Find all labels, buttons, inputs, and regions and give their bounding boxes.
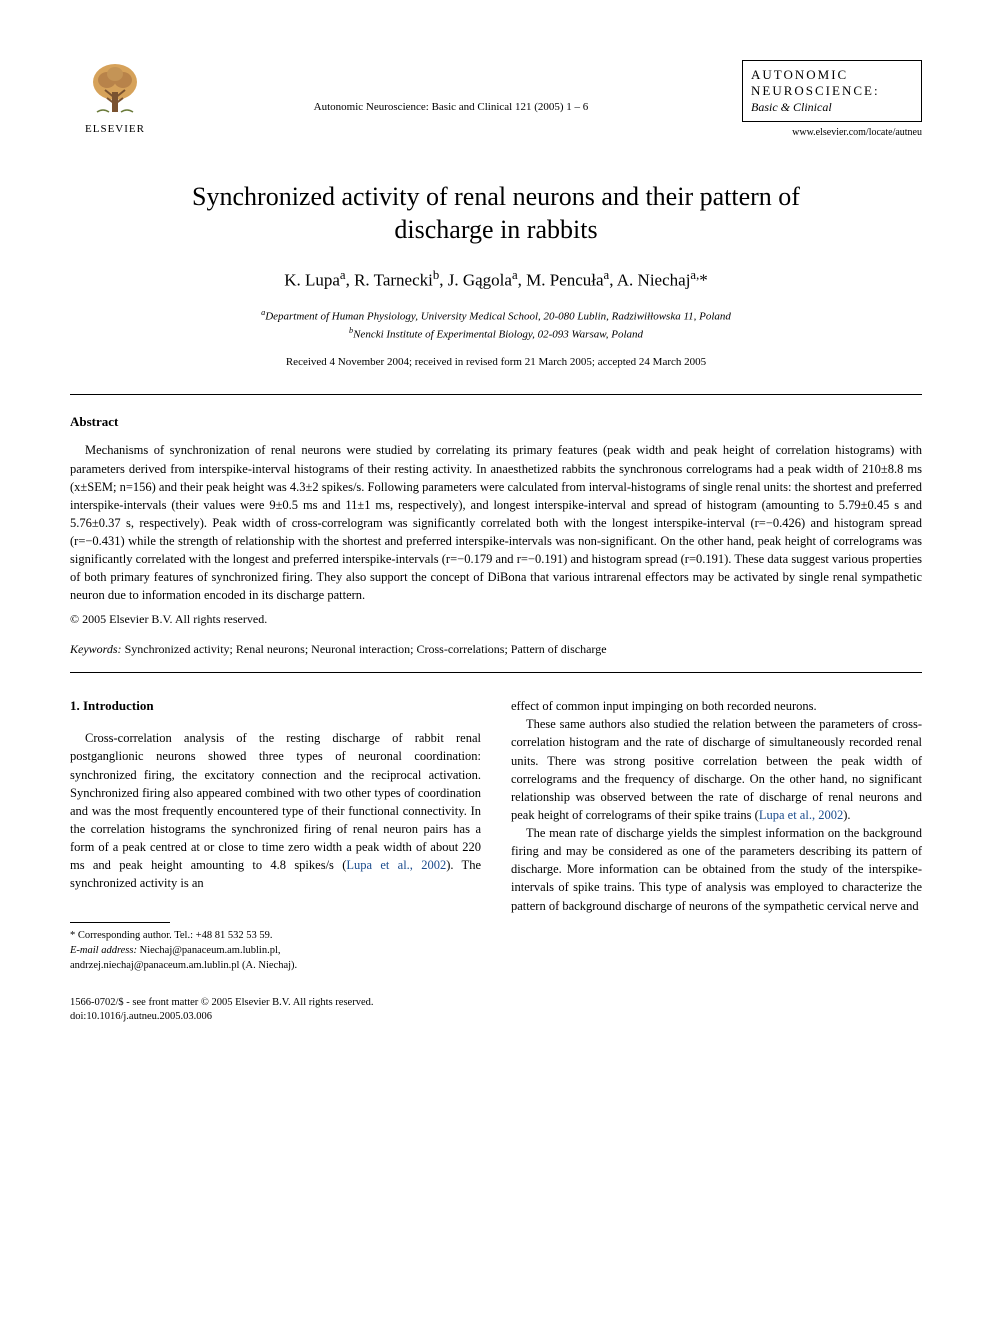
affiliation-a: aDepartment of Human Physiology, Univers… [70,307,922,325]
email-2: andrzej.niechaj@panaceum.am.lublin.pl (A… [70,959,481,974]
publisher-name: ELSEVIER [85,122,145,137]
journal-title-box: AUTONOMIC NEUROSCIENCE: Basic & Clinical [742,60,922,122]
abstract-body: Mechanisms of synchronization of renal n… [70,443,922,602]
journal-line1: AUTONOMIC [751,67,913,83]
corresponding-author: * Corresponding author. Tel.: +48 81 532… [70,929,481,944]
affiliation-b: bNencki Institute of Experimental Biolog… [70,325,922,343]
abstract-text: Mechanisms of synchronization of renal n… [70,441,922,604]
intro-heading: 1. Introduction [70,697,481,715]
email-1: Niechaj@panaceum.am.lublin.pl, [137,945,281,956]
intro-p3-pre: These same authors also studied the rela… [511,717,922,822]
citation-line: Autonomic Neuroscience: Basic and Clinic… [160,60,742,115]
citation-link-1[interactable]: Lupa et al., 2002 [346,858,446,872]
elsevier-tree-icon [85,60,145,120]
journal-box: AUTONOMIC NEUROSCIENCE: Basic & Clinical… [742,60,922,140]
intro-p1: Cross-correlation analysis of the restin… [70,729,481,892]
footer-line2: doi:10.1016/j.autneu.2005.03.006 [70,1010,481,1025]
intro-p4: The mean rate of discharge yields the si… [511,824,922,915]
affiliations: aDepartment of Human Physiology, Univers… [70,307,922,343]
email-line: E-mail address: Niechaj@panaceum.am.lubl… [70,944,481,959]
header-row: ELSEVIER Autonomic Neuroscience: Basic a… [70,60,922,140]
authors: K. Lupaa, R. Tarneckib, J. Gągolaa, M. P… [70,267,922,292]
footnote-block: * Corresponding author. Tel.: +48 81 532… [70,929,481,973]
footer-block: 1566-0702/$ - see front matter © 2005 El… [70,996,481,1025]
left-column: 1. Introduction Cross-correlation analys… [70,697,481,1025]
article-title: Synchronized activity of renal neurons a… [150,180,842,248]
email-label: E-mail address: [70,945,137,956]
intro-p2: effect of common input impinging on both… [511,697,922,715]
abstract-heading: Abstract [70,413,922,431]
citation-link-2[interactable]: Lupa et al., 2002 [759,808,843,822]
journal-line3: Basic & Clinical [751,100,913,115]
keywords: Keywords: Synchronized activity; Renal n… [70,641,922,658]
rule-bottom [70,672,922,673]
affiliation-b-text: Nencki Institute of Experimental Biology… [353,328,643,340]
publisher-logo: ELSEVIER [70,60,160,137]
abstract-copyright: © 2005 Elsevier B.V. All rights reserved… [70,611,922,628]
keywords-text: Synchronized activity; Renal neurons; Ne… [122,642,607,656]
intro-p3-tail: ). [843,808,850,822]
rule-top [70,394,922,395]
footer-line1: 1566-0702/$ - see front matter © 2005 El… [70,996,481,1011]
journal-url: www.elsevier.com/locate/autneu [742,126,922,140]
affiliation-a-text: Department of Human Physiology, Universi… [265,310,731,322]
intro-p3: These same authors also studied the rela… [511,715,922,824]
two-column-body: 1. Introduction Cross-correlation analys… [70,697,922,1025]
right-column: effect of common input impinging on both… [511,697,922,1025]
journal-line2: NEUROSCIENCE: [751,83,913,99]
keywords-label: Keywords: [70,642,122,656]
article-dates: Received 4 November 2004; received in re… [70,355,922,370]
intro-p1-text: Cross-correlation analysis of the restin… [70,731,481,872]
footnote-rule [70,922,170,923]
